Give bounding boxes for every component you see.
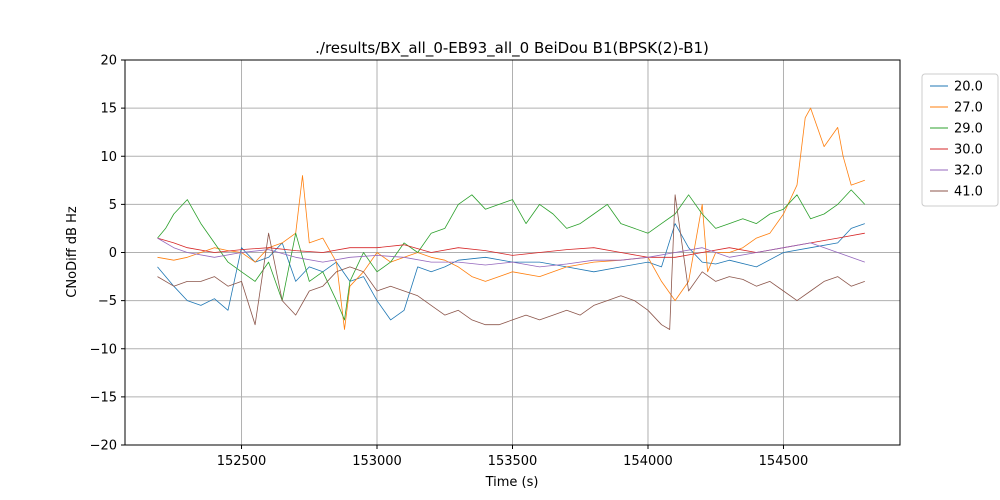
y-axis: −20 −15 −10 −5 0 5 10 15 20: [90, 54, 125, 454]
y-tick-label: −5: [98, 294, 117, 309]
y-tick-label: −10: [90, 342, 117, 357]
y-axis-label: CNoDiff dB Hz: [65, 206, 80, 298]
legend-label: 30.0: [954, 143, 983, 158]
x-tick-label: 154500: [759, 454, 809, 469]
x-tick-label: 153500: [488, 454, 538, 469]
legend-label: 27.0: [954, 101, 983, 116]
x-tick-label: 152500: [217, 454, 267, 469]
y-tick-label: 10: [100, 150, 117, 165]
series-line-41-0: [157, 194, 865, 330]
legend: 20.0 27.0 29.0 30.0 32.0 41.0: [921, 73, 999, 207]
series-line-30-0: [157, 232, 865, 258]
series-line-27-0: [157, 107, 865, 330]
series-line-29-0: [157, 189, 866, 321]
legend-label: 20.0: [954, 80, 983, 95]
x-axis-label: Time (s): [485, 475, 539, 490]
chart-title: ./results/BX_all_0-EB93_all_0 BeiDou B1(…: [315, 39, 709, 58]
y-tick-label: −15: [90, 390, 117, 405]
y-tick-label: 20: [100, 54, 117, 69]
y-tick-label: 15: [100, 102, 117, 117]
legend-label: 32.0: [954, 164, 983, 179]
x-tick-label: 153000: [352, 454, 402, 469]
legend-label: 41.0: [954, 185, 983, 200]
legend-label: 29.0: [954, 122, 983, 137]
y-tick-label: 5: [109, 198, 117, 213]
series-line-32-0: [157, 237, 865, 268]
series-line-20-0: [157, 223, 865, 321]
plot-series: [157, 107, 866, 330]
x-tick-label: 154000: [623, 454, 673, 469]
y-tick-label: 0: [109, 246, 117, 261]
y-tick-label: −20: [90, 439, 117, 454]
x-axis: 152500 153000 153500 154000 154500: [217, 445, 809, 469]
